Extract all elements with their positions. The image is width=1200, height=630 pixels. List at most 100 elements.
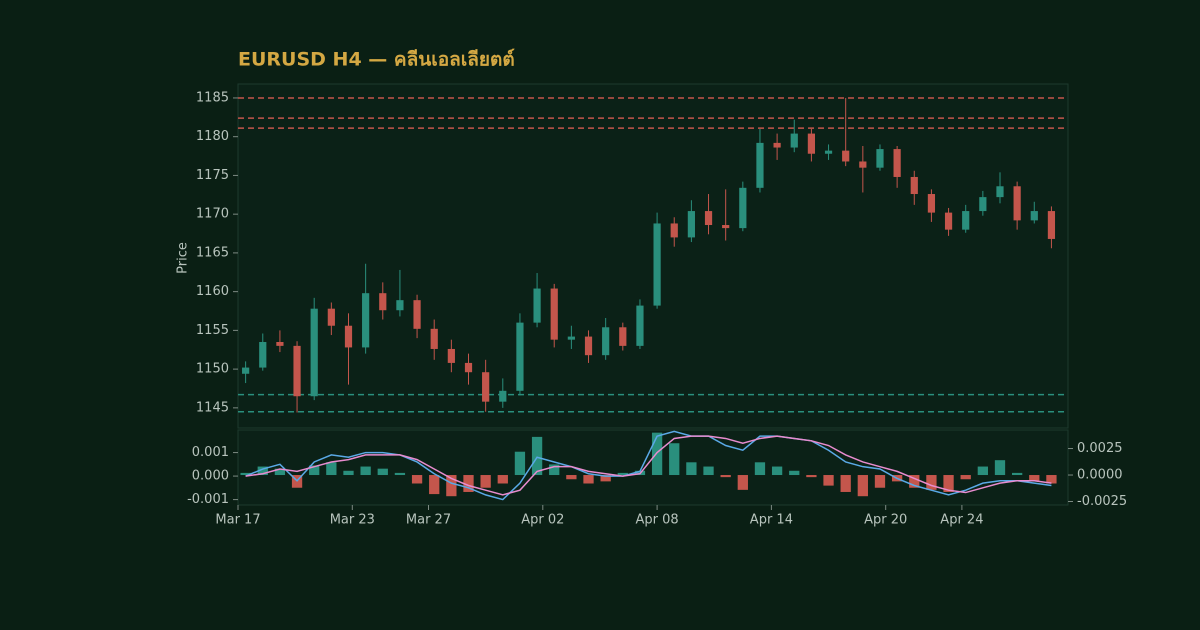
candle-body [859,161,867,168]
candle-body [687,211,695,238]
y-tick-label: -0.001 [187,492,229,507]
histogram-bar [977,466,988,476]
candle-body [1030,211,1038,221]
y-axis-label: Price [176,242,191,274]
candle-body [327,308,335,326]
candle-body [499,390,507,402]
candle-body [842,150,850,162]
histogram-bar [754,462,766,476]
y-tick-label: 0.001 [192,445,229,460]
histogram-bar [497,475,508,484]
histogram-bar [600,475,611,482]
histogram-bar [926,475,937,490]
candle-body [893,149,901,177]
candle-body [516,322,524,391]
histogram-bar [617,472,628,476]
x-tick-label: Mar 27 [406,513,451,528]
candle-body [927,194,936,213]
histogram-bar [806,475,817,478]
histogram-bar [686,462,697,476]
y-tick-label: 1155 [196,323,229,338]
x-tick-label: Mar 23 [330,513,375,528]
histogram-bar [429,475,440,495]
candle-body [910,176,918,195]
histogram-bar [377,468,388,476]
histogram-bar [463,475,474,492]
chart-title: EURUSD H4 — คลีนเอลเลียตต์ [238,49,515,71]
x-tick-label: Apr 14 [750,513,793,528]
histogram-bar [446,475,457,497]
candle-body [550,288,558,340]
macd-line [245,430,1052,501]
candle-body [773,142,781,148]
candle-body [362,293,370,348]
y-tick-label: 1180 [196,129,229,144]
candle-body [739,187,747,229]
candle-body [379,293,387,311]
candle-body [944,212,953,230]
y-tick-label: 1150 [196,362,229,377]
candle-body [310,308,318,397]
macd-line [245,435,1052,496]
histogram-bar [960,475,971,480]
histogram-bar [257,466,268,476]
candle-body [293,345,301,397]
candle-body [276,342,284,346]
histogram-bar [703,466,714,476]
y-tick-label: 1160 [196,284,229,299]
candle-body [396,300,404,311]
histogram-bar [549,464,560,476]
histogram-bar [909,475,920,488]
histogram-bar [531,436,543,476]
histogram-bar [566,475,577,480]
candle-body [756,142,764,188]
histogram-bar [737,475,748,490]
histogram-bar [1029,475,1040,482]
candle-body [242,367,250,374]
histogram-bar [994,460,1006,476]
candle-body [619,327,627,346]
candle-body [790,133,798,148]
candle-body [1047,211,1056,239]
candle-body [962,211,970,230]
histogram-bar [1046,475,1057,484]
candle-body [430,328,438,349]
x-tick-label: Apr 20 [864,513,907,528]
histogram-bar [480,475,491,488]
histogram-bar [360,466,371,476]
histogram-bar [651,432,663,476]
candle-body [670,223,678,238]
histogram-bar [240,472,251,476]
candle-body [807,133,815,154]
histogram-bar [274,468,286,476]
y-tick-label: 1175 [196,168,229,183]
histogram-bar [720,475,731,478]
histogram-bar [823,475,834,486]
x-tick-label: Apr 02 [521,513,564,528]
price-panel [237,83,1069,429]
candle-body [876,149,884,168]
candle-body [1013,186,1021,221]
x-tick-label: Apr 24 [940,513,983,528]
histogram-bar [514,451,526,476]
histogram-bar [343,470,354,476]
histogram-bar [943,475,954,492]
histogram-bar [771,466,783,476]
y-tick-label: 1145 [196,400,229,415]
y-tick-label: 1170 [196,207,229,222]
candle-body [482,372,490,402]
histogram-bar [874,475,886,488]
candle-body [447,348,455,363]
candle-body [413,300,421,329]
histogram-bar [857,475,868,497]
y-tick-label: 0.000 [192,469,229,484]
candle-body [344,325,353,348]
y2-tick-label: 0.0025 [1077,441,1123,456]
candle-body [722,225,730,229]
candle-body [636,305,644,346]
candle-body [824,150,833,154]
candle-body [259,342,267,368]
candle-body [567,336,575,340]
histogram-bar [411,475,423,484]
y-tick-label: 1165 [196,245,229,260]
